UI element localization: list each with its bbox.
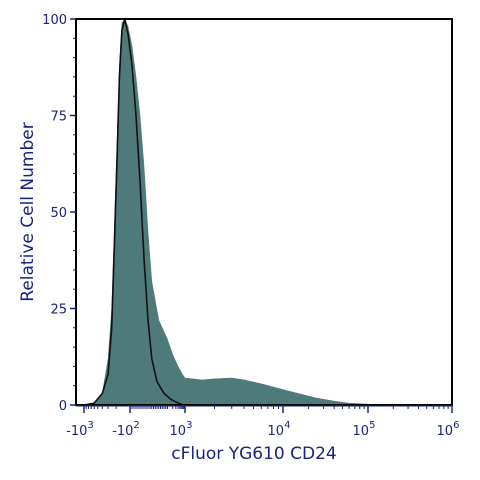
histogram-line-control: [83, 18, 184, 406]
y-axis-title: Relative Cell Number: [18, 122, 38, 301]
x-axis: -103 -102 103 104 105 106: [66, 405, 459, 439]
y-tick-label: 75: [50, 110, 67, 125]
y-tick-label: 100: [42, 13, 67, 28]
x-tick-label: 105: [353, 420, 376, 439]
x-tick-label: 104: [268, 420, 291, 439]
x-tick-label: -102: [112, 420, 140, 439]
histogram-area-sample: [83, 18, 394, 406]
x-axis-title: cFluor YG610 CD24: [171, 444, 336, 464]
y-axis: 0 25 50 75 100: [42, 13, 76, 414]
y-tick-label: 50: [50, 206, 67, 221]
y-tick-label: 0: [59, 399, 67, 414]
x-tick-label: 106: [437, 420, 460, 439]
plot-marks: [83, 18, 394, 406]
x-tick-label: -103: [66, 420, 94, 439]
x-tick-label: 103: [170, 420, 193, 439]
y-tick-label: 25: [50, 303, 67, 318]
